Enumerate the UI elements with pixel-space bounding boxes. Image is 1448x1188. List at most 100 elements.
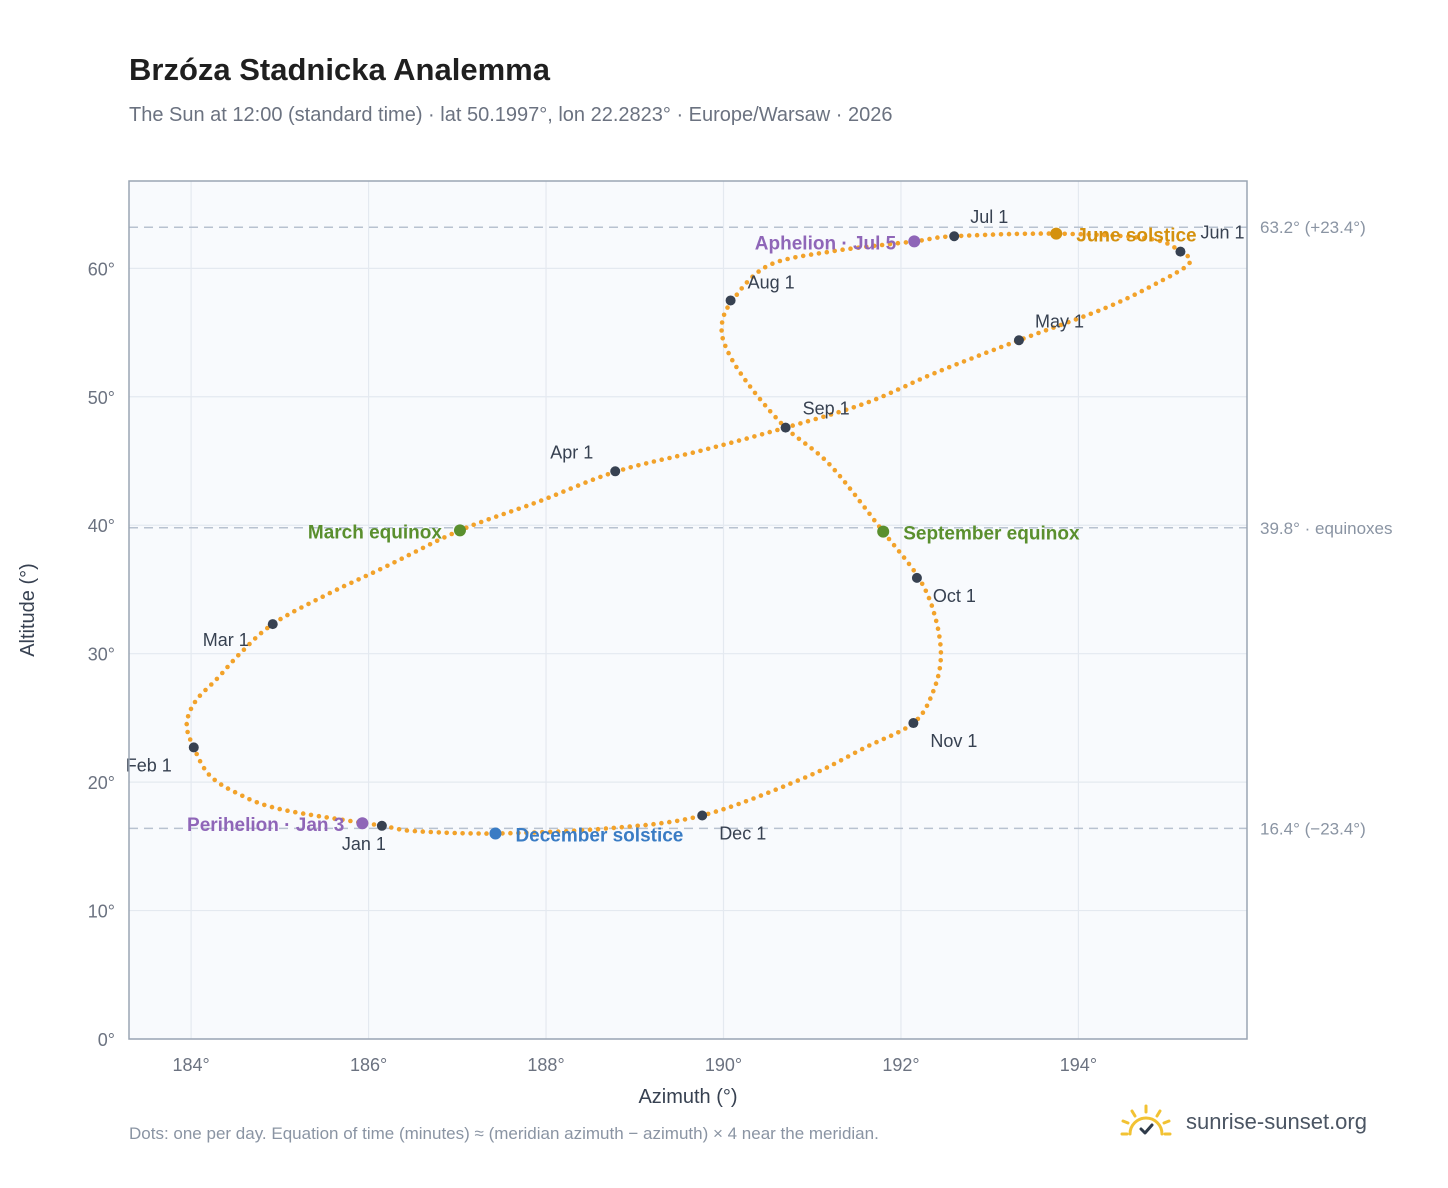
daily-sun-dot <box>508 830 513 836</box>
month-marker <box>780 422 791 433</box>
daily-sun-dot <box>1187 260 1192 266</box>
daily-sun-dot <box>990 232 996 237</box>
daily-sun-dot <box>1149 236 1155 242</box>
x-tick-label: 184° <box>172 1055 209 1075</box>
daily-sun-dot <box>734 364 739 370</box>
daily-sun-dot <box>563 828 569 834</box>
daily-sun-dot <box>803 441 808 446</box>
daily-sun-dot <box>924 374 930 379</box>
daily-sun-dot <box>292 608 297 614</box>
daily-sun-dot <box>553 492 559 498</box>
y-tick-label: 60° <box>88 259 115 279</box>
y-tick-label: 30° <box>88 645 115 665</box>
daily-sun-dot <box>293 809 298 815</box>
daily-sun-dot <box>285 612 290 618</box>
daily-sun-dot <box>1102 232 1107 238</box>
daily-sun-dot <box>611 825 617 831</box>
daily-sun-dot <box>667 819 672 825</box>
daily-sun-dot <box>946 364 952 370</box>
daily-sun-dot <box>1086 232 1091 237</box>
daily-sun-dot <box>1134 235 1139 240</box>
event-marker <box>489 827 502 840</box>
daily-sun-dot <box>254 800 260 805</box>
daily-sun-dot <box>476 831 481 836</box>
daily-sun-dot <box>478 519 484 525</box>
daily-sun-dot <box>1125 295 1130 301</box>
daily-sun-dot <box>998 344 1004 350</box>
daily-sun-dot <box>832 467 838 473</box>
daily-sun-dot <box>218 782 224 787</box>
daily-sun-dot <box>775 427 780 433</box>
daily-sun-dot <box>847 486 853 491</box>
daily-sun-dot <box>197 758 203 764</box>
daily-sun-dot <box>532 830 537 835</box>
daily-sun-dot <box>605 472 611 477</box>
month-marker <box>1175 246 1186 257</box>
daily-sun-dot <box>736 438 742 443</box>
daily-sun-dot <box>306 601 311 607</box>
daily-sun-dot <box>757 396 763 402</box>
daily-sun-dot <box>873 396 879 402</box>
y-tick-label: 40° <box>88 516 115 536</box>
event-label: Perihelion · Jan 3 <box>187 815 344 836</box>
daily-sun-dot <box>935 235 940 240</box>
daily-sun-dot <box>780 784 786 789</box>
month-marker <box>911 572 922 583</box>
daily-sun-dot <box>1172 245 1177 250</box>
daily-sun-dot <box>943 234 948 240</box>
daily-sun-dot <box>725 305 730 310</box>
daily-sun-dot <box>1038 231 1044 236</box>
daily-sun-dot <box>1051 325 1056 330</box>
daily-sun-dot <box>1006 341 1011 347</box>
x-axis-label: Azimuth (°) <box>638 1086 737 1108</box>
daily-sun-dot <box>484 831 489 836</box>
daily-sun-dot <box>316 813 322 819</box>
daily-sun-dot <box>903 383 908 389</box>
daily-sun-dot <box>743 377 748 383</box>
daily-sun-dot <box>752 434 757 439</box>
event-marker <box>877 525 890 538</box>
daily-sun-dot <box>399 556 405 561</box>
daily-sun-dot <box>969 356 974 361</box>
daily-sun-dot <box>385 563 390 569</box>
daily-sun-dot <box>627 824 632 829</box>
daily-sun-dot <box>906 561 912 567</box>
daily-sun-dot <box>770 261 775 267</box>
brand[interactable]: sunrise-sunset.org <box>1120 1104 1367 1140</box>
daily-sun-dot <box>320 594 326 599</box>
daily-sun-dot <box>332 816 337 821</box>
daily-sun-dot <box>667 455 672 461</box>
daily-sun-dot <box>412 828 418 834</box>
daily-sun-dot <box>690 450 696 456</box>
daily-sun-dot <box>389 825 394 830</box>
x-tick-label: 188° <box>527 1055 564 1075</box>
daily-sun-dot <box>859 402 864 408</box>
month-marker <box>376 820 387 831</box>
daily-sun-dot <box>327 590 333 596</box>
daily-sun-dot <box>308 812 314 818</box>
daily-sun-dot <box>756 269 761 274</box>
y-tick-label: 0° <box>98 1030 115 1050</box>
daily-sun-dot <box>1094 232 1099 238</box>
daily-sun-dot <box>220 670 225 676</box>
daily-sun-dot <box>976 353 982 358</box>
daily-sun-dot <box>932 370 937 376</box>
daily-sun-dot <box>1132 292 1137 298</box>
daily-sun-dot <box>643 461 649 466</box>
daily-sun-dot <box>802 775 808 780</box>
daily-sun-dot <box>728 804 734 809</box>
daily-sun-dot <box>881 393 886 399</box>
month-marker-label: Feb 1 <box>126 755 172 775</box>
daily-sun-dot <box>247 641 252 647</box>
daily-sun-dot <box>698 448 703 454</box>
y-tick-label: 50° <box>88 388 115 408</box>
daily-sun-dot <box>886 536 892 542</box>
daily-sun-dot <box>813 416 818 422</box>
daily-sun-dot <box>516 830 521 836</box>
daily-sun-dot <box>436 830 442 835</box>
daily-sun-dot <box>857 498 863 504</box>
daily-sun-dot <box>816 251 822 256</box>
daily-sun-dot <box>444 830 450 836</box>
daily-sun-dot <box>842 480 848 485</box>
daily-sun-dot <box>420 829 426 834</box>
